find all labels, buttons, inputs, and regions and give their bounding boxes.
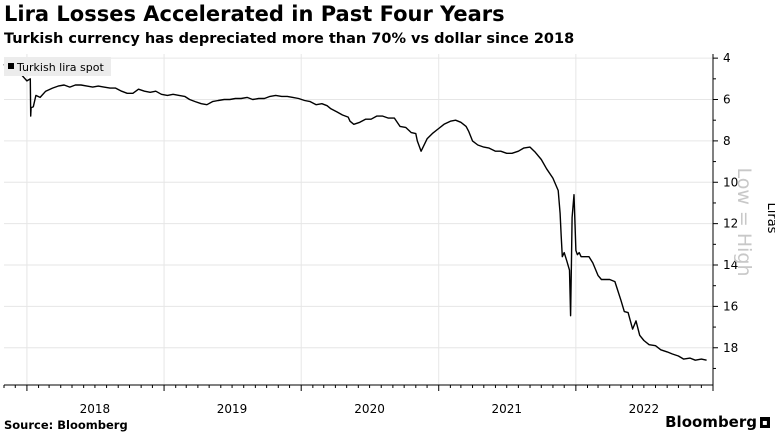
x-tick-label: 2020 <box>354 402 385 416</box>
legend-label: Turkish lira spot <box>16 61 104 74</box>
y-axis: 4 6 8 10 12 14 16 18 <box>712 51 738 385</box>
y-tick-label: 14 <box>723 258 738 272</box>
y-tick-label: 18 <box>723 341 738 355</box>
x-tick-label: 2022 <box>629 402 660 416</box>
x-tick-label: 2018 <box>80 402 111 416</box>
x-axis: 2018 2019 2020 2021 2022 <box>3 384 714 416</box>
axis-annotations: Low = High Liras <box>733 167 775 276</box>
legend-box <box>4 57 111 76</box>
grid-lines <box>4 54 713 385</box>
brand-logo-text: Bloomberg <box>665 413 757 431</box>
y-tick-label: 8 <box>723 134 731 148</box>
y-tick-label: 12 <box>723 217 738 231</box>
x-tick-label: 2019 <box>217 402 248 416</box>
series-layer <box>3 63 707 361</box>
legend-swatch <box>8 63 14 69</box>
chart-subtitle: Turkish currency has depreciated more th… <box>4 31 575 47</box>
y-tick-label: 6 <box>723 93 731 107</box>
y-tick-label: 16 <box>723 299 738 313</box>
chart-title: Lira Losses Accelerated in Past Four Yea… <box>4 2 505 26</box>
low-equals-high-annotation: Low = High <box>733 167 755 276</box>
source-note: Source: Bloomberg <box>4 418 128 432</box>
y-tick-label: 10 <box>723 175 738 189</box>
y-axis-title: Liras <box>764 203 775 234</box>
x-tick-label: 2021 <box>491 402 522 416</box>
bloomberg-terminal-icon: ▪ <box>760 417 770 428</box>
legend: Turkish lira spot <box>4 57 111 76</box>
series-line-turkish-lira-spot <box>3 63 707 361</box>
y-tick-label: 4 <box>723 51 731 65</box>
